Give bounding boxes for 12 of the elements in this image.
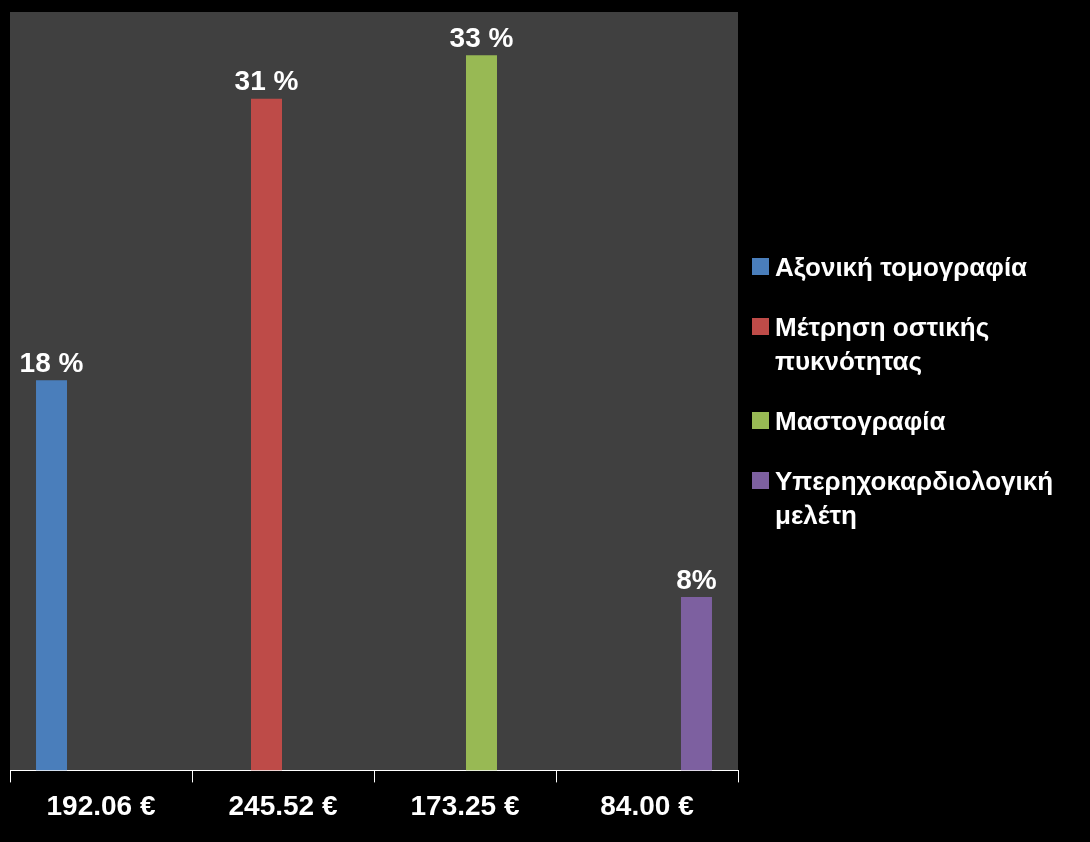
x-tick-label: 192.06 € xyxy=(46,789,156,821)
legend-label: Αξονική τομογραφία xyxy=(775,251,1028,284)
data-label: 18 % xyxy=(19,347,84,379)
legend-label: Υπερηχοκαρδιολογική μελέτη xyxy=(775,465,1055,532)
legend-label: Μέτρηση οστικής πυκνότητας xyxy=(775,311,991,378)
x-tick-label: 173.25 € xyxy=(410,789,520,821)
legend-label: Μαστογραφία xyxy=(775,405,946,438)
x-tick-label: 84.00 € xyxy=(600,789,695,821)
data-label: 31 % xyxy=(234,65,299,97)
x-tick-label: 245.52 € xyxy=(228,789,338,821)
data-label: 33 % xyxy=(449,22,514,54)
data-label: 8% xyxy=(676,563,717,595)
